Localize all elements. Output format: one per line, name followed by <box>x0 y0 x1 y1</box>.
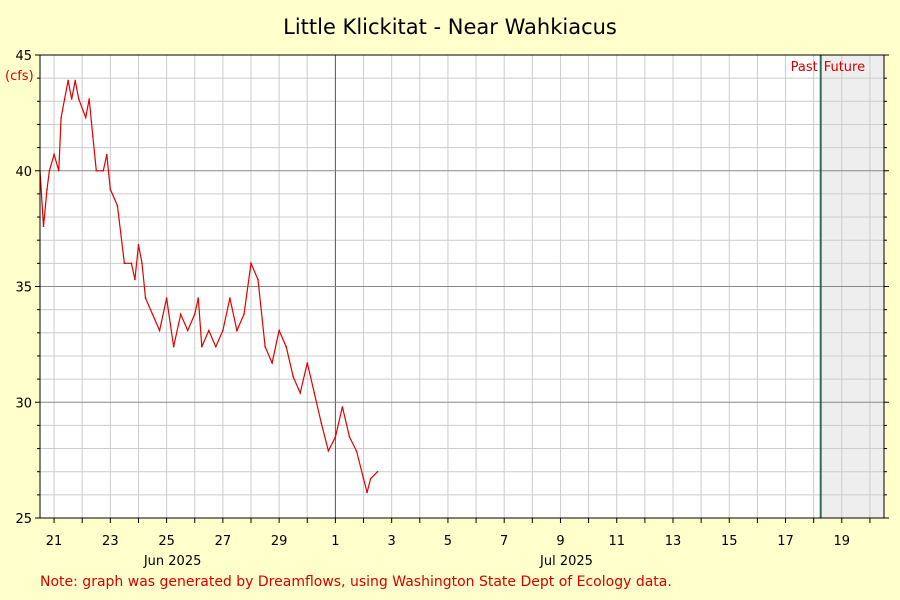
flow-point <box>306 362 309 364</box>
flow-point <box>362 477 365 480</box>
flow-point <box>123 262 126 265</box>
x-tick-labels: 21 23 25 27 29 1 3 5 7 9 11 13 15 17 19 <box>46 534 850 549</box>
y-tick-labels: 25 30 35 40 45 <box>15 49 32 527</box>
x-tick-label: 11 <box>608 534 625 549</box>
y-axis-unit: (cfs) <box>5 69 34 84</box>
flow-point <box>48 169 51 172</box>
x-tick-label: 9 <box>556 534 564 549</box>
flow-point <box>299 392 302 394</box>
tick-marks <box>35 54 889 523</box>
x-tick-label: 5 <box>444 534 452 549</box>
flow-point <box>292 375 295 378</box>
month-labels: Jun 2025 Jul 2025 <box>143 554 593 569</box>
flow-point <box>46 188 48 191</box>
x-tick-label: 27 <box>215 534 232 549</box>
x-tick-label: 17 <box>777 534 794 549</box>
flow-point <box>327 450 330 452</box>
future-label: Future <box>824 60 865 75</box>
flow-point <box>116 204 119 207</box>
flow-point <box>63 98 66 100</box>
flow-point <box>106 153 108 156</box>
flow-point <box>144 297 147 299</box>
flow-point <box>88 98 91 100</box>
flow-point <box>355 450 358 452</box>
flow-point <box>313 392 316 394</box>
flow-point <box>134 278 136 281</box>
x-tick-label: 21 <box>46 534 63 549</box>
flow-point <box>137 244 140 246</box>
flow-point <box>366 491 368 494</box>
footer-note: Note: graph was generated by Dreamflows,… <box>40 574 672 590</box>
x-tick-label: 13 <box>665 534 682 549</box>
x-tick-label: 19 <box>834 534 851 549</box>
flow-point <box>229 297 231 299</box>
flow-point <box>165 297 168 299</box>
x-tick-label: 29 <box>271 534 288 549</box>
flow-point <box>53 153 55 156</box>
y-tick-label: 25 <box>15 512 32 527</box>
y-tick-label: 35 <box>15 281 32 296</box>
flow-point <box>264 345 266 348</box>
flow-point <box>250 262 252 265</box>
flow-point <box>215 345 217 348</box>
flow-point <box>222 329 224 332</box>
flow-point <box>186 329 189 332</box>
x-tick-label: 7 <box>500 534 508 549</box>
flow-point <box>197 297 200 299</box>
flow-point <box>334 436 337 438</box>
flow-point <box>285 345 287 348</box>
flow-point <box>74 79 76 82</box>
flow-point <box>130 262 133 265</box>
chart-title: Little Klickitat - Near Wahkiacus <box>283 15 617 39</box>
flow-point <box>243 313 245 316</box>
flow-point <box>151 313 154 316</box>
month-label: Jun 2025 <box>143 554 202 569</box>
flow-point <box>70 98 73 100</box>
x-tick-label: 15 <box>721 534 738 549</box>
flow-point <box>57 169 60 172</box>
flow-point <box>95 169 98 172</box>
y-tick-label: 30 <box>15 396 32 411</box>
flow-point <box>320 422 323 424</box>
flow-point <box>42 225 45 228</box>
x-tick-label: 3 <box>388 534 396 549</box>
flow-point <box>208 329 210 332</box>
x-tick-label: 25 <box>158 534 175 549</box>
flow-point <box>102 169 105 172</box>
flow-point <box>77 98 80 100</box>
flow-point <box>271 362 273 364</box>
flow-point <box>109 188 112 191</box>
flow-point <box>84 116 87 119</box>
flow-point <box>179 313 182 316</box>
y-tick-label: 45 <box>15 49 32 64</box>
flow-point <box>236 329 238 332</box>
flow-point <box>278 329 280 332</box>
flow-point <box>91 135 94 137</box>
month-label: Jul 2025 <box>539 554 593 569</box>
flow-point <box>341 406 344 408</box>
flow-point <box>172 345 175 348</box>
flow-point <box>376 470 379 473</box>
flow-point <box>141 262 143 265</box>
series-group <box>39 79 379 494</box>
flow-point <box>200 345 203 348</box>
flow-point <box>257 278 259 281</box>
flow-point <box>193 313 196 316</box>
flow-point <box>158 329 161 332</box>
flow-point <box>67 79 69 82</box>
x-tick-label: 23 <box>102 534 119 549</box>
y-tick-label: 40 <box>15 165 32 180</box>
flow-point <box>60 116 62 119</box>
past-label: Past <box>791 60 818 75</box>
flow-point <box>348 436 351 438</box>
x-tick-label: 1 <box>331 534 339 549</box>
flow-point <box>369 477 372 480</box>
